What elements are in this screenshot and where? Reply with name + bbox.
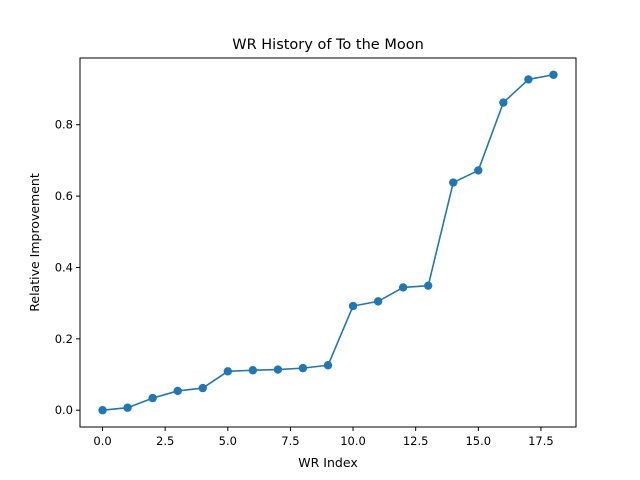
data-point bbox=[298, 363, 308, 373]
data-point bbox=[524, 75, 533, 84]
data-point bbox=[248, 366, 258, 375]
x-axis-label: WR Index bbox=[298, 455, 357, 470]
y-axis-ticks: 0.0 0.2 0.4 0.6 0.8 bbox=[55, 118, 80, 417]
data-point bbox=[323, 361, 333, 370]
plot-area bbox=[98, 70, 558, 415]
y-tick-label: 0.8 bbox=[55, 118, 73, 132]
data-point bbox=[348, 301, 358, 311]
x-tick-label: 7.5 bbox=[281, 434, 299, 448]
data-point bbox=[398, 283, 408, 292]
data-point bbox=[198, 383, 207, 393]
data-point bbox=[273, 365, 283, 374]
data-point bbox=[98, 406, 107, 415]
data-point bbox=[223, 367, 232, 376]
y-tick-label: 0.2 bbox=[55, 332, 73, 346]
x-tick-label: 0.0 bbox=[93, 434, 111, 448]
y-tick-label: 0.6 bbox=[55, 189, 73, 203]
data-point bbox=[424, 281, 433, 290]
x-tick-label: 17.5 bbox=[528, 434, 554, 448]
x-axis-ticks: 0.0 2.5 5.0 7.5 10.0 12.5 15.0 17.5 bbox=[93, 427, 554, 448]
x-tick-label: 12.5 bbox=[403, 434, 429, 448]
x-tick-label: 15.0 bbox=[465, 434, 491, 448]
chart-title: WR History of To the Moon bbox=[232, 37, 424, 53]
axes-frame bbox=[79, 57, 577, 428]
x-tick-label: 2.5 bbox=[156, 434, 174, 448]
data-point bbox=[449, 178, 458, 187]
data-point bbox=[173, 386, 182, 396]
data-point bbox=[474, 166, 483, 175]
x-tick-label: 5.0 bbox=[219, 434, 237, 448]
data-point bbox=[123, 403, 132, 412]
data-point bbox=[549, 70, 558, 79]
data-point bbox=[499, 98, 508, 107]
y-axis-label: Relative Improvement bbox=[27, 173, 42, 312]
x-tick-label: 10.0 bbox=[340, 434, 366, 448]
data-point bbox=[373, 297, 383, 306]
y-tick-label: 0.4 bbox=[55, 260, 73, 274]
data-point bbox=[148, 393, 157, 403]
y-tick-label: 0.0 bbox=[55, 403, 73, 417]
